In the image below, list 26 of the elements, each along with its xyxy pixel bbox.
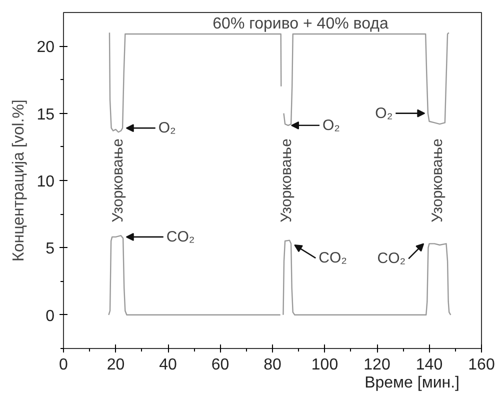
annotation: O₂ xyxy=(158,120,176,137)
x-tick-label: 0 xyxy=(59,356,68,374)
annotation: Узорковање xyxy=(278,138,296,222)
x-tick-label: 20 xyxy=(106,356,125,374)
x-tick-label: 80 xyxy=(264,356,282,374)
annotation: Узорковање xyxy=(429,138,446,222)
y-tick-label: 5 xyxy=(46,240,55,258)
annotation: CO₂ xyxy=(377,250,406,268)
x-tick-label: 120 xyxy=(364,356,390,374)
x-tick-label: 40 xyxy=(159,356,177,374)
y-axis-title: Концентрација [vol.%] xyxy=(10,100,28,262)
x-axis-title: Време [мин.] xyxy=(364,374,460,392)
annotation: O₂ xyxy=(322,116,340,134)
y-tick-label: 10 xyxy=(36,174,55,190)
y-tick-label: 20 xyxy=(36,39,55,56)
x-tick-label: 160 xyxy=(468,356,495,374)
y-tick-label: 0 xyxy=(46,308,55,325)
chart-title: 60% гориво + 40% вода xyxy=(212,16,388,32)
annotation: CO₂ xyxy=(166,228,195,246)
x-tick-label: 100 xyxy=(311,356,338,374)
annotation: O₂ xyxy=(375,104,393,122)
y-tick-label: 15 xyxy=(36,106,55,124)
annotation: CO₂ xyxy=(318,250,348,267)
annotation: Узорковање xyxy=(109,138,126,222)
x-tick-label: 140 xyxy=(416,356,443,374)
x-tick-label: 60 xyxy=(211,356,230,374)
